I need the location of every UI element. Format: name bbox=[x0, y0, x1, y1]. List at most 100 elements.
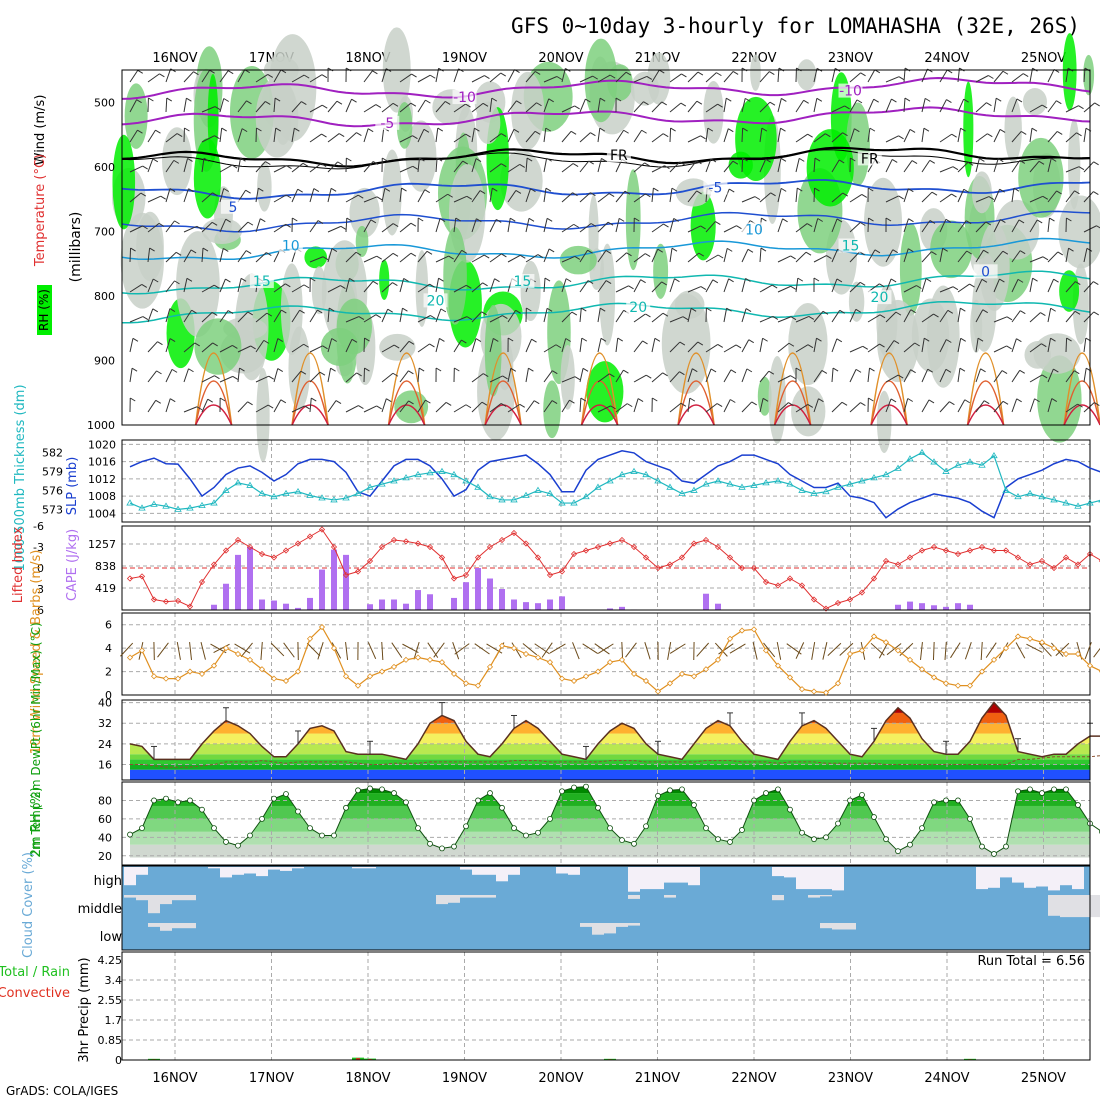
rh-blob bbox=[864, 178, 902, 267]
rh-point bbox=[248, 833, 253, 838]
cloud-low-bar bbox=[820, 923, 832, 928]
rh-point bbox=[284, 791, 289, 796]
wind-barb bbox=[814, 188, 815, 202]
temp-band bbox=[122, 765, 1090, 770]
wind-speed-point bbox=[524, 652, 529, 657]
cloud-low-bar bbox=[592, 923, 604, 935]
contour-label: 20 bbox=[629, 300, 647, 316]
cape-bar bbox=[931, 605, 937, 610]
contour-label: 0 bbox=[981, 264, 990, 280]
rh-point bbox=[776, 787, 781, 792]
rh-blob bbox=[337, 299, 372, 355]
date-label-top: 19NOV bbox=[442, 51, 487, 66]
wind-speed-point bbox=[944, 681, 949, 686]
slp-tick: 1012 bbox=[88, 473, 116, 486]
cape-bar bbox=[919, 603, 925, 610]
temp-band bbox=[122, 770, 1090, 780]
precip-tick: 2.55 bbox=[98, 994, 123, 1007]
pressure-tick: 900 bbox=[94, 354, 115, 367]
wind-10m-barb bbox=[777, 642, 780, 660]
precip-tick: 0.85 bbox=[98, 1034, 123, 1047]
rh-blob bbox=[257, 162, 272, 212]
cloud-middle-bar bbox=[124, 895, 136, 898]
cape-bar bbox=[427, 594, 433, 610]
contour-label: 5 bbox=[228, 200, 237, 216]
rh-blob bbox=[877, 391, 892, 453]
pressure-axis-label: (millibars) bbox=[68, 212, 84, 283]
cloud-high-bar bbox=[256, 867, 268, 876]
slp-tick: 1008 bbox=[88, 490, 116, 503]
rh-point bbox=[380, 787, 385, 792]
cloud-high-bar bbox=[244, 867, 256, 874]
rh-point bbox=[344, 805, 349, 810]
wind-10m-barb bbox=[428, 643, 438, 658]
wind-10m-barb bbox=[986, 643, 996, 658]
contour-label: 10 bbox=[282, 239, 300, 255]
rh-blob bbox=[750, 55, 761, 91]
date-label-bottom: 19NOV bbox=[442, 1071, 487, 1086]
wind-10m-barb bbox=[453, 642, 459, 659]
temp-tick: 16 bbox=[98, 759, 112, 772]
wind-speed-point bbox=[380, 669, 385, 674]
wind-speed-point bbox=[164, 676, 169, 681]
rh-point bbox=[1040, 791, 1045, 796]
wind-speed-point bbox=[188, 669, 193, 674]
rh-point bbox=[908, 842, 913, 847]
wind-speed-point bbox=[128, 655, 133, 660]
rh-point bbox=[740, 827, 745, 832]
cape-bar bbox=[955, 603, 961, 610]
cloud-middle-bar bbox=[436, 895, 448, 904]
rh-point bbox=[500, 805, 505, 810]
cape-bar bbox=[367, 604, 373, 610]
rh-axis-label: RH (%) bbox=[37, 289, 51, 331]
wind-10m-barb bbox=[475, 644, 490, 654]
wind-barb bbox=[1093, 192, 1098, 195]
rh-point bbox=[728, 839, 733, 844]
temp-tick: 24 bbox=[98, 738, 112, 751]
rh-blob bbox=[1004, 97, 1021, 163]
rh-blob bbox=[1063, 33, 1077, 110]
cloud-high-bar bbox=[1036, 867, 1048, 887]
pressure-tick: 1000 bbox=[87, 419, 115, 432]
cape-bar bbox=[271, 601, 277, 610]
rh-point bbox=[920, 826, 925, 831]
rh-point bbox=[668, 788, 673, 793]
wind-barb bbox=[1093, 282, 1098, 285]
wind-barb bbox=[742, 128, 743, 142]
cape-tick: 1257 bbox=[88, 538, 116, 551]
date-label-bottom: 23NOV bbox=[828, 1071, 873, 1086]
contour-label: -5 bbox=[708, 180, 722, 196]
rh-point bbox=[680, 787, 685, 792]
cape-bar bbox=[415, 590, 421, 610]
rh-tick: 40 bbox=[98, 831, 112, 844]
cloud-high-bar bbox=[796, 867, 808, 889]
precip-tick: 4.25 bbox=[98, 954, 123, 967]
cape-bar bbox=[475, 568, 481, 610]
cloud-high-bar bbox=[280, 867, 292, 871]
rh-point bbox=[488, 791, 493, 796]
wind-10m-barb bbox=[241, 643, 252, 657]
rh-point bbox=[164, 796, 169, 801]
rh-blob bbox=[626, 169, 641, 270]
rh-point bbox=[596, 805, 601, 810]
cloud-high-bar bbox=[664, 867, 676, 883]
cloud-low-bar bbox=[616, 923, 628, 927]
cloud-high-bar bbox=[292, 867, 304, 868]
cloud-high-bar bbox=[364, 867, 376, 868]
cape-bar bbox=[403, 604, 409, 610]
wind-speed-point bbox=[536, 655, 541, 660]
cape-bar bbox=[319, 570, 325, 610]
cloud-middle-bar bbox=[136, 895, 148, 900]
cloud-high-bar bbox=[124, 867, 136, 885]
cloud-middle-bar bbox=[664, 895, 676, 898]
contour-label: -10 bbox=[839, 84, 862, 100]
wind-10m-barb bbox=[382, 642, 383, 660]
cape-bar bbox=[703, 594, 709, 610]
pressure-tick: 500 bbox=[94, 96, 115, 109]
cloud-high-bar bbox=[784, 867, 796, 877]
rh-blob bbox=[1018, 138, 1063, 218]
rh-point bbox=[212, 826, 217, 831]
cloud-high-bar bbox=[472, 867, 484, 875]
wind-speed-point bbox=[236, 652, 241, 657]
cloud-low-bar bbox=[148, 923, 160, 927]
